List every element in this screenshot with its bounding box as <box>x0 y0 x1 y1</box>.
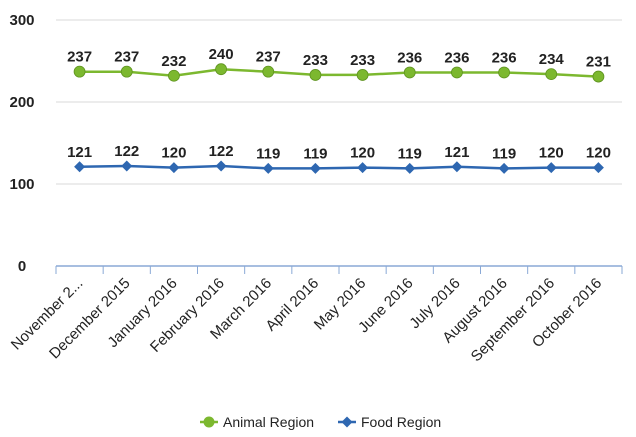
data-label: 120 <box>350 145 375 162</box>
y-tick-label-200: 200 <box>9 94 34 111</box>
data-label: 232 <box>161 53 186 70</box>
data-label: 233 <box>350 52 375 69</box>
data-point <box>592 70 605 83</box>
data-point <box>404 162 416 174</box>
grid-lines <box>56 19 622 185</box>
series-line-animal-region <box>79 67 599 78</box>
data-label: 122 <box>209 143 234 160</box>
data-label: 120 <box>539 145 564 162</box>
data-point <box>403 66 416 79</box>
x-tick-label: December 2015 <box>46 275 133 362</box>
data-point <box>545 162 557 174</box>
legend-item-food-region: Food Region <box>338 414 441 430</box>
data-point <box>215 63 227 76</box>
data-labels: 237 237 232 240 237 233 233 236 236 236 234 231 121 1… <box>67 46 611 162</box>
data-point <box>357 162 369 174</box>
data-point <box>356 69 369 81</box>
data-point <box>309 162 321 174</box>
series-lines <box>79 67 599 170</box>
data-point <box>451 66 463 79</box>
series-markers <box>73 63 605 174</box>
data-label: 237 <box>67 49 92 66</box>
data-point <box>545 68 558 81</box>
data-point <box>121 160 133 172</box>
x-tick-label: September 2016 <box>468 275 558 365</box>
data-point <box>592 162 604 174</box>
data-label: 236 <box>492 49 517 66</box>
data-label: 122 <box>114 143 139 160</box>
data-point <box>262 65 275 78</box>
data-label: 233 <box>303 52 328 69</box>
data-label: 237 <box>114 49 139 66</box>
y-tick-label-300: 300 <box>9 12 34 29</box>
legend-swatch-diamond <box>341 416 353 428</box>
data-label: 119 <box>256 145 280 162</box>
legend-label: Food Region <box>361 414 441 430</box>
data-label: 236 <box>397 49 422 66</box>
data-point <box>498 162 510 174</box>
data-label: 120 <box>161 145 186 162</box>
x-axis <box>55 265 623 274</box>
data-point <box>498 66 510 79</box>
data-point <box>309 69 322 81</box>
legend-swatch-circle <box>203 416 215 428</box>
legend-label: Animal Region <box>223 414 314 430</box>
data-label: 120 <box>586 145 611 162</box>
data-point <box>168 69 180 82</box>
y-tick-label-0: 0 <box>18 258 26 275</box>
data-point <box>215 160 227 172</box>
legend-item-animal-region: Animal Region <box>200 414 314 430</box>
data-point <box>451 161 463 173</box>
data-label: 231 <box>586 54 611 71</box>
data-label: 119 <box>492 145 516 162</box>
data-label: 119 <box>303 145 327 162</box>
y-tick-label-100: 100 <box>9 176 34 193</box>
data-point <box>120 65 133 78</box>
data-label: 121 <box>444 144 469 161</box>
data-label: 119 <box>398 145 422 162</box>
data-label: 234 <box>539 51 565 68</box>
legend: Animal Region Food Region <box>200 414 441 430</box>
data-point <box>262 162 274 174</box>
data-point <box>74 161 86 173</box>
data-label: 237 <box>256 49 281 66</box>
data-label: 121 <box>67 144 92 161</box>
y-axis-tick-labels: 0 100 200 300 <box>9 12 34 275</box>
series-line-food-region <box>79 164 599 170</box>
data-label: 240 <box>209 46 234 63</box>
data-label: 236 <box>444 49 469 66</box>
data-point <box>168 162 180 174</box>
data-point <box>73 65 86 78</box>
